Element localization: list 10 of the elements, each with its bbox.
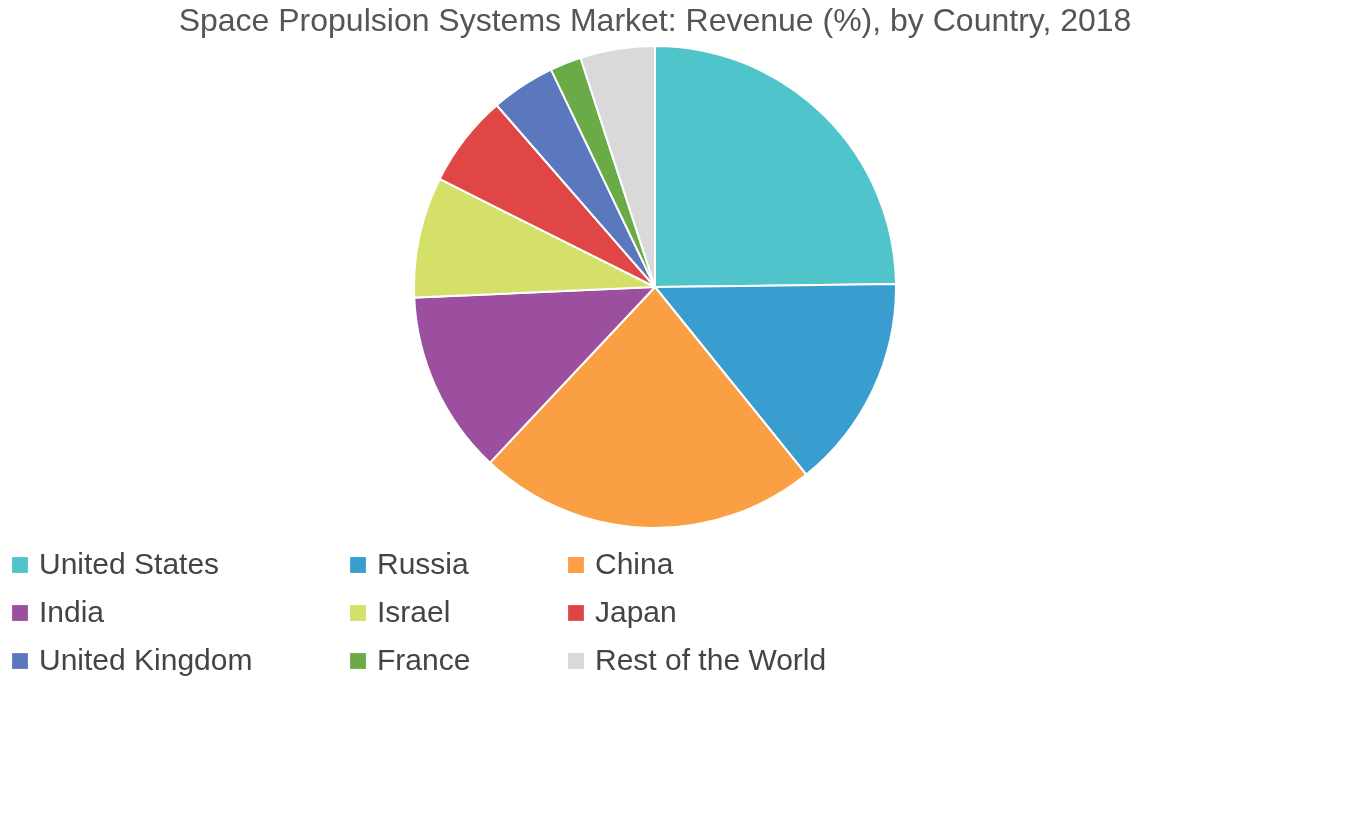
legend-label: United States [39,547,220,580]
legend-label: France [377,643,471,676]
legend-label: Japan [595,595,677,628]
legend-label: United Kingdom [39,643,253,676]
chart-title: Space Propulsion Systems Market: Revenue (%), by Country, 2018 [178,2,1132,38]
legend-label: Russia [377,547,470,580]
legend-label: China [595,547,674,580]
legend-label: India [39,595,105,628]
legend-label: Rest of the World [595,643,827,676]
legend-label: Israel [377,595,451,628]
